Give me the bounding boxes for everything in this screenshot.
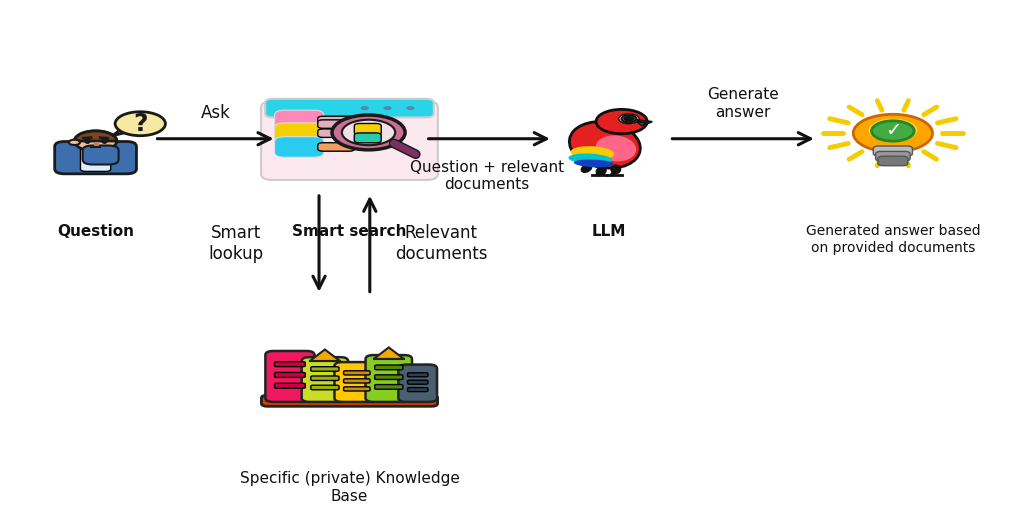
FancyBboxPatch shape (408, 373, 428, 377)
FancyBboxPatch shape (375, 385, 402, 389)
Circle shape (618, 114, 639, 124)
Polygon shape (636, 122, 646, 126)
Circle shape (622, 115, 636, 122)
FancyBboxPatch shape (274, 136, 324, 157)
Circle shape (75, 131, 117, 151)
Text: Smart
lookup: Smart lookup (208, 224, 263, 263)
Ellipse shape (610, 165, 622, 174)
Text: Smart search: Smart search (292, 224, 407, 240)
Circle shape (627, 117, 634, 121)
FancyBboxPatch shape (274, 373, 305, 378)
Circle shape (69, 140, 80, 145)
FancyBboxPatch shape (344, 379, 370, 383)
Circle shape (342, 120, 395, 145)
Text: Question: Question (57, 224, 134, 240)
FancyBboxPatch shape (878, 156, 908, 166)
Circle shape (360, 106, 369, 110)
FancyBboxPatch shape (54, 142, 136, 174)
Circle shape (383, 106, 392, 110)
Circle shape (871, 121, 914, 141)
Circle shape (332, 115, 406, 150)
Circle shape (96, 152, 112, 159)
Wedge shape (75, 131, 117, 141)
FancyBboxPatch shape (335, 362, 379, 402)
Ellipse shape (569, 122, 640, 168)
Text: ✓: ✓ (885, 122, 901, 141)
FancyBboxPatch shape (354, 124, 381, 135)
FancyBboxPatch shape (398, 364, 437, 402)
Ellipse shape (581, 164, 593, 173)
FancyBboxPatch shape (375, 365, 402, 369)
FancyBboxPatch shape (274, 383, 305, 388)
FancyBboxPatch shape (274, 362, 305, 366)
Text: Relevant
documents: Relevant documents (394, 224, 487, 263)
Circle shape (624, 116, 635, 122)
Text: LLM: LLM (591, 224, 626, 240)
Circle shape (853, 114, 933, 152)
FancyBboxPatch shape (317, 116, 370, 125)
Ellipse shape (570, 146, 614, 160)
FancyBboxPatch shape (408, 388, 428, 391)
Circle shape (115, 112, 166, 136)
FancyBboxPatch shape (81, 147, 111, 171)
FancyBboxPatch shape (84, 141, 108, 151)
FancyBboxPatch shape (274, 110, 324, 131)
FancyBboxPatch shape (261, 101, 438, 180)
Polygon shape (374, 347, 403, 359)
FancyBboxPatch shape (375, 375, 402, 380)
FancyBboxPatch shape (261, 395, 437, 406)
FancyBboxPatch shape (311, 385, 339, 390)
Text: Generate
answer: Generate answer (707, 87, 778, 120)
FancyBboxPatch shape (344, 387, 370, 391)
FancyBboxPatch shape (83, 146, 119, 165)
FancyBboxPatch shape (311, 367, 339, 371)
Polygon shape (113, 130, 124, 136)
Circle shape (596, 109, 647, 134)
FancyBboxPatch shape (408, 380, 428, 384)
Ellipse shape (596, 135, 636, 161)
Text: Question + relevant
documents: Question + relevant documents (410, 160, 563, 192)
Ellipse shape (596, 166, 607, 176)
Ellipse shape (568, 153, 612, 164)
FancyBboxPatch shape (274, 123, 324, 144)
FancyBboxPatch shape (265, 99, 434, 118)
FancyBboxPatch shape (317, 129, 370, 137)
Polygon shape (636, 120, 652, 125)
FancyBboxPatch shape (317, 120, 362, 128)
Text: Ask: Ask (201, 104, 230, 122)
Ellipse shape (573, 159, 613, 167)
FancyBboxPatch shape (366, 355, 412, 402)
FancyBboxPatch shape (265, 351, 314, 402)
FancyBboxPatch shape (302, 357, 348, 402)
Circle shape (868, 119, 918, 142)
FancyBboxPatch shape (876, 151, 910, 161)
FancyBboxPatch shape (873, 146, 912, 156)
Text: Generated answer based
on provided documents: Generated answer based on provided docum… (806, 224, 980, 254)
FancyBboxPatch shape (311, 376, 339, 381)
Text: Specific (private) Knowledge
Base: Specific (private) Knowledge Base (240, 471, 460, 504)
Circle shape (407, 106, 415, 110)
FancyBboxPatch shape (354, 133, 381, 143)
FancyBboxPatch shape (317, 143, 354, 151)
Polygon shape (310, 350, 340, 361)
Text: ?: ? (133, 112, 147, 136)
FancyBboxPatch shape (344, 371, 370, 375)
